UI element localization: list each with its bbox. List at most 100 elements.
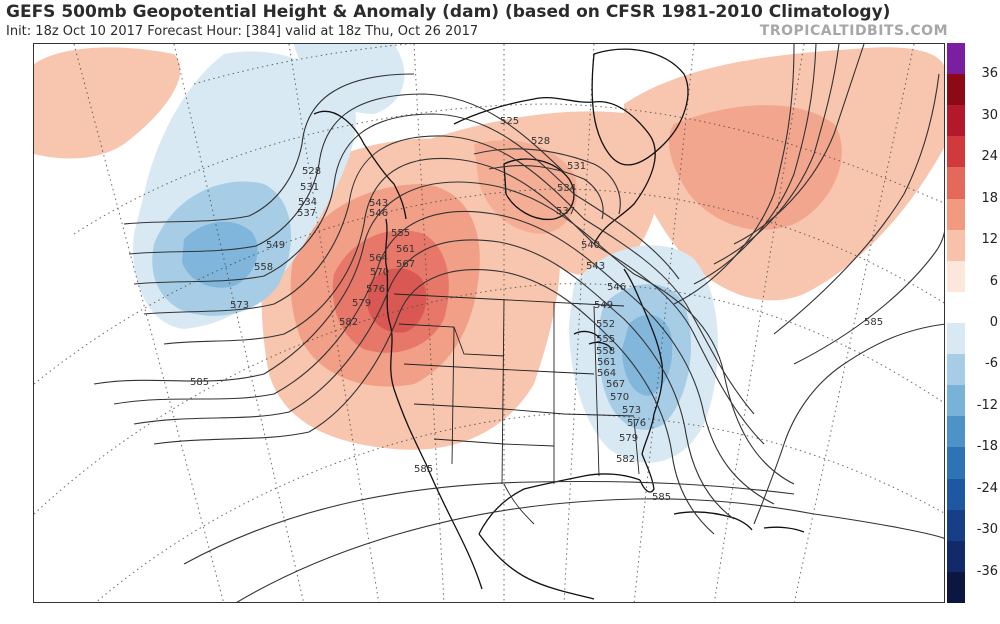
map-svg: 528 531 534 537 549 558 573 585 582 579 … <box>34 44 944 602</box>
mexico-coast <box>478 533 595 600</box>
colorbar-label: -12 <box>976 397 998 413</box>
colorbar-label: 30 <box>981 107 998 123</box>
contour-label: 531 <box>300 182 319 193</box>
anomaly-alaska-cold-strong <box>182 221 258 288</box>
florida <box>639 453 655 493</box>
contour-label: 546 <box>607 282 626 293</box>
contour-label: 564 <box>369 253 388 264</box>
colorbar-segment <box>947 105 965 137</box>
colorbar-segment <box>947 416 965 448</box>
greenland <box>591 48 689 166</box>
coastlines <box>313 48 805 600</box>
colorbar-label: 6 <box>989 273 998 289</box>
colorbar-segment <box>947 43 965 75</box>
contour-label: 561 <box>597 357 616 368</box>
contour-label: 570 <box>370 267 389 278</box>
contour-label: 537 <box>297 208 316 219</box>
colorbar-segment <box>947 509 965 542</box>
colorbar-segment <box>947 571 965 604</box>
contour-label: 558 <box>596 346 615 357</box>
contour-label: 567 <box>606 379 625 390</box>
colorbar-label: -30 <box>976 522 998 538</box>
east-coast <box>623 268 664 455</box>
colorbar-label: 12 <box>981 232 998 248</box>
contour-label: 579 <box>352 298 371 309</box>
positive-anomaly-shading <box>34 47 944 450</box>
colorbar-segment <box>947 136 965 168</box>
contour-label: 585 <box>190 377 209 388</box>
contour-label: 582 <box>616 454 635 465</box>
colorbar-label: 24 <box>981 149 998 165</box>
contour-label: 579 <box>619 433 638 444</box>
colorbar-segment <box>947 540 965 573</box>
contour-labels: 528 531 534 537 549 558 573 585 582 579 … <box>190 116 883 503</box>
colorbar-segment <box>947 74 965 106</box>
contour-label: 567 <box>396 259 415 270</box>
contour-label: 573 <box>230 300 249 311</box>
contour-label: 582 <box>339 317 358 328</box>
map-panel: 528 531 534 537 549 558 573 585 582 579 … <box>33 43 945 603</box>
contour-label: 573 <box>622 405 641 416</box>
brand-watermark: TROPICALTIDBITS.COM <box>759 23 948 39</box>
contour-label: 561 <box>396 244 415 255</box>
gulf-coast <box>478 473 641 535</box>
anomaly-ne-pacific-warm <box>34 47 181 159</box>
contour-label: 555 <box>391 228 410 239</box>
colorbar-segment <box>947 198 965 231</box>
colorbar-segment <box>947 478 965 511</box>
contour-label: 528 <box>531 136 550 147</box>
contour-label: 570 <box>610 392 629 403</box>
contour-label: 549 <box>266 240 285 251</box>
chart-title: GEFS 500mb Geopotential Height & Anomaly… <box>6 2 891 22</box>
political-borders <box>393 293 640 525</box>
anomaly-canada-mid <box>474 140 578 234</box>
great-lakes <box>573 330 613 351</box>
contour-label: 552 <box>596 319 615 330</box>
hispaniola <box>763 526 805 533</box>
contour-label: 585 <box>864 317 883 328</box>
colorbar-label: -6 <box>985 356 998 372</box>
colorbar-segment <box>947 260 965 293</box>
colorbar-segment <box>947 167 965 200</box>
colorbar-label: 18 <box>981 190 998 206</box>
contour-label: 528 <box>302 166 321 177</box>
contour-label: 543 <box>369 198 388 209</box>
contour-label: 546 <box>369 208 388 219</box>
anomaly-east-trough-strong <box>622 314 673 396</box>
colorbar-label: -24 <box>976 480 998 496</box>
cuba <box>673 511 753 531</box>
alaska-coast <box>313 110 407 220</box>
contour-label: 564 <box>597 368 616 379</box>
contour-label: 585 <box>414 464 433 475</box>
contour-label: 555 <box>596 334 615 345</box>
anomaly-atlantic-warm-mid <box>669 105 842 230</box>
contour-label: 531 <box>567 161 586 172</box>
colorbar-segment <box>947 447 965 480</box>
colorbar-segment <box>947 291 965 324</box>
canada-arctic <box>453 96 656 245</box>
contour-label: 558 <box>254 262 273 273</box>
contour-label: 576 <box>627 418 646 429</box>
anomaly-colorbar <box>947 43 965 604</box>
contour-label: 549 <box>594 300 613 311</box>
colorbar-segment <box>947 385 965 417</box>
colorbar-label: 36 <box>981 66 998 82</box>
negative-anomaly-shading <box>133 44 718 463</box>
colorbar-segment <box>947 323 965 355</box>
contour-label: 585 <box>652 492 671 503</box>
height-contours <box>93 44 944 602</box>
contour-label: 537 <box>556 206 575 217</box>
west-coast <box>384 218 483 590</box>
colorbar-segment <box>947 354 965 386</box>
contour-label: 540 <box>581 240 600 251</box>
colorbar-label: -36 <box>976 563 998 579</box>
init-forecast-info: Init: 18z Oct 10 2017 Forecast Hour: [38… <box>6 24 479 39</box>
contour-label: 543 <box>586 261 605 272</box>
contour-label: 525 <box>500 116 519 127</box>
colorbar-label: -18 <box>976 439 998 455</box>
anomaly-west-ridge-core <box>367 268 427 333</box>
contour-label: 534 <box>298 197 317 208</box>
colorbar-label: 0 <box>989 315 998 330</box>
colorbar-segment <box>947 229 965 262</box>
anomaly-alaska-north-light <box>294 44 405 114</box>
